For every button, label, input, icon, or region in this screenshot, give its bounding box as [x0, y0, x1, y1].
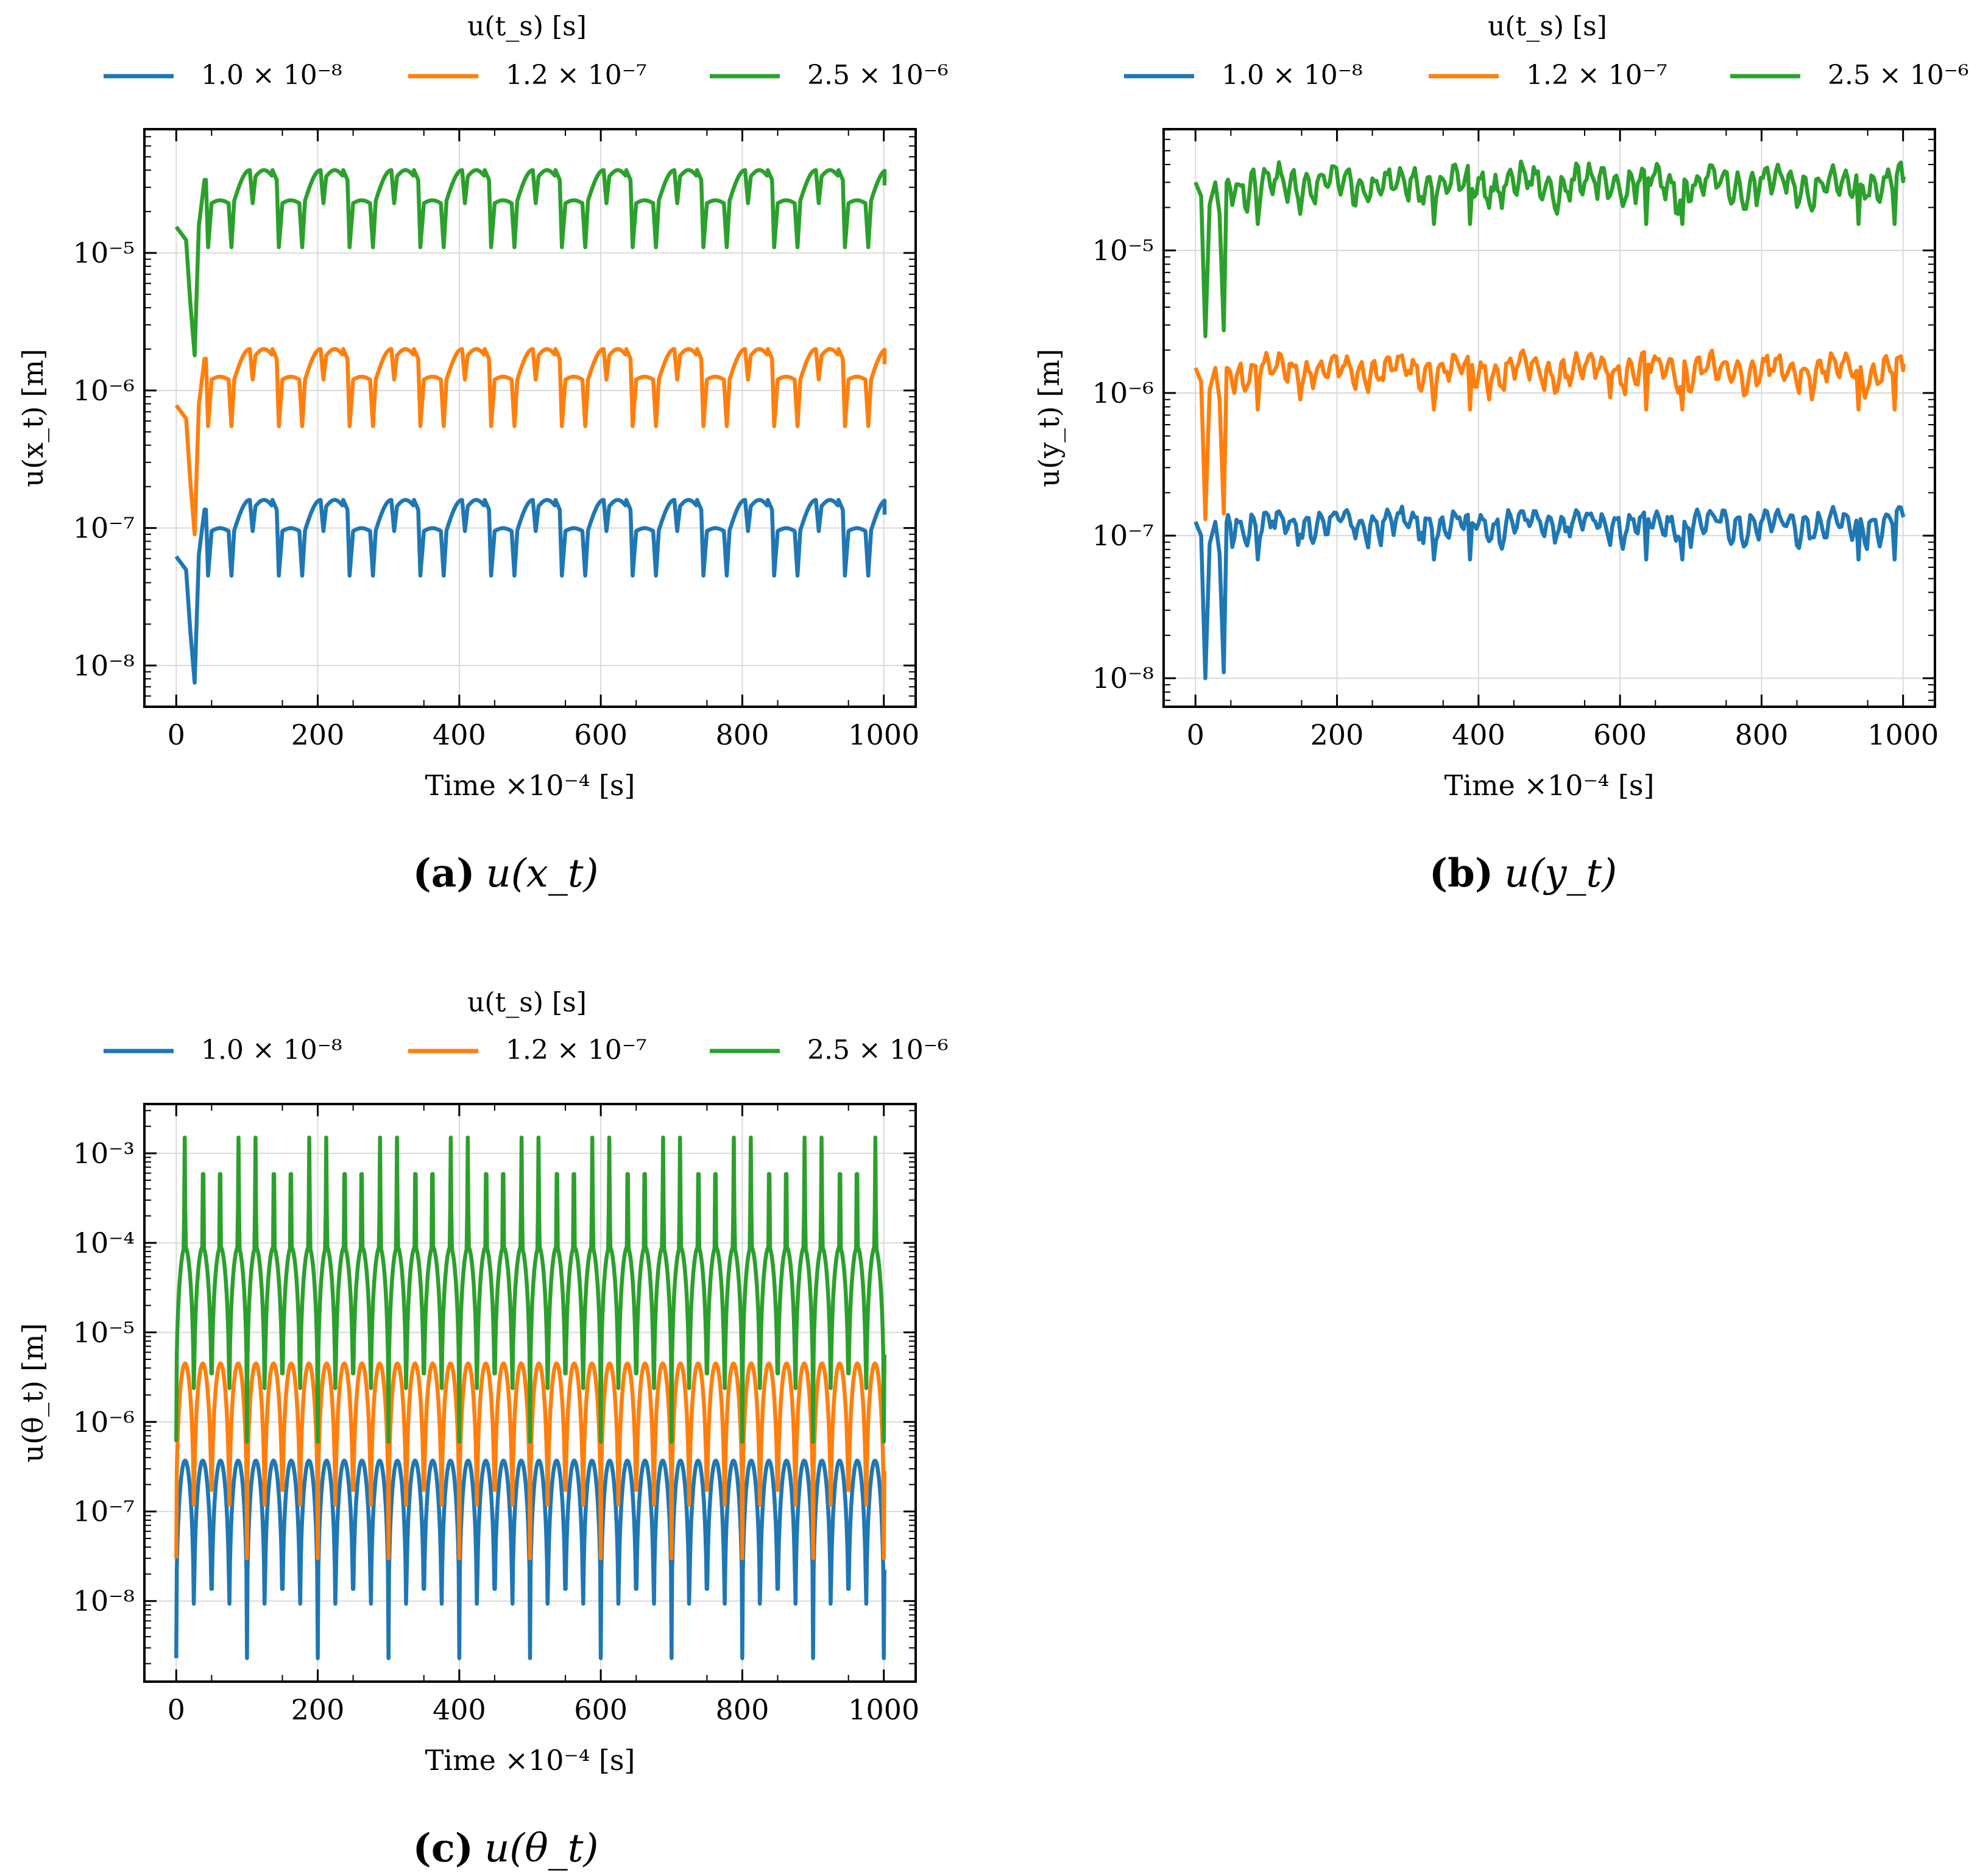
- xtick-label: 800: [716, 1693, 769, 1726]
- legend-c: u(t_s) [s] 1.0 × 10⁻⁸ 1.2 × 10⁻⁷ 2.5 × 1…: [104, 987, 949, 1066]
- xtick-label: 1000: [1867, 718, 1939, 751]
- ticks-b: 0 200 400 600 800 1000 10⁻⁸ 10⁻⁷ 10⁻⁶ 10⁻⁵: [1092, 129, 1939, 751]
- caption-label-a: (a): [413, 851, 475, 896]
- series-line-c-1: [174, 1361, 886, 1560]
- ytick-label: 10⁻⁸: [73, 649, 135, 682]
- caption-label-c: (c): [413, 1825, 474, 1871]
- legend-title-b: u(t_s) [s]: [1488, 11, 1607, 42]
- legend-b: u(t_s) [s] 1.0 × 10⁻⁸ 1.2 × 10⁻⁷ 2.5 × 1…: [1124, 11, 1969, 91]
- ytick-label: 10⁻⁶: [73, 374, 135, 407]
- panel-c-utheta: u(t_s) [s] 1.0 × 10⁻⁸ 1.2 × 10⁻⁷ 2.5 × 1…: [16, 987, 949, 1871]
- legend-entry-b-1: 1.2 × 10⁻⁷: [1526, 60, 1667, 91]
- series-line-c-0: [174, 1458, 886, 1660]
- ytick-label: 10⁻⁴: [73, 1226, 135, 1259]
- xtick-label: 200: [1310, 718, 1364, 751]
- xtick-label: 400: [1452, 718, 1505, 751]
- series-line-c-2: [174, 1135, 886, 1444]
- series-line-b-0: [1193, 504, 1906, 681]
- caption-c: (c) u(θ_t): [413, 1825, 599, 1871]
- legend-title-c: u(t_s) [s]: [467, 987, 587, 1018]
- ytick-label: 10⁻⁵: [1092, 234, 1154, 267]
- panel-a-ux: u(t_s) [s] 1.0 × 10⁻⁸ 1.2 × 10⁻⁷ 2.5 × 1…: [16, 11, 949, 896]
- caption-text-a: u(x_t): [486, 851, 599, 896]
- xtick-label: 200: [291, 718, 345, 751]
- xtick-label: 800: [716, 718, 769, 751]
- legend-entry-b-0: 1.0 × 10⁻⁸: [1222, 60, 1363, 91]
- plot-area-c: 0 200 400 600 800 1000 10⁻⁸ 10⁻⁷ 10⁻⁶ 10⁻⁵ 10⁻⁴ 10⁻…: [73, 1103, 919, 1726]
- xtick-label: 1000: [848, 1693, 919, 1726]
- caption-text-c: u(θ_t): [484, 1826, 598, 1871]
- legend-a: u(t_s) [s] 1.0 × 10⁻⁸ 1.2 × 10⁻⁷ 2.5 × 1…: [104, 11, 949, 91]
- xtick-label: 400: [433, 718, 486, 751]
- ytick-label: 10⁻⁷: [73, 1495, 135, 1528]
- ylabel-a: u(x_t) [m]: [16, 349, 49, 487]
- plot-area-a: 0 200 400 600 800 1000 10⁻⁸ 10⁻⁷ 10⁻⁶ 10⁻⁵: [73, 128, 919, 751]
- xtick-label: 600: [1593, 718, 1647, 751]
- caption-label-b: (b): [1429, 851, 1493, 896]
- axes-frame-b: [1162, 128, 1936, 708]
- ytick-label: 10⁻⁸: [73, 1585, 135, 1618]
- ytick-label: 10⁻⁵: [73, 236, 135, 269]
- series-line-b-1: [1193, 348, 1906, 522]
- panel-b-uy: u(t_s) [s] 1.0 × 10⁻⁸ 1.2 × 10⁻⁷ 2.5 × 1…: [1033, 11, 1969, 896]
- series-line-a-2: [174, 168, 887, 358]
- legend-title-a: u(t_s) [s]: [467, 11, 587, 42]
- xtick-label: 600: [574, 1693, 628, 1726]
- series-lines-b: [1193, 159, 1906, 681]
- ticks-a: 0 200 400 600 800 1000 10⁻⁸ 10⁻⁷ 10⁻⁶ 10⁻⁵: [73, 129, 919, 751]
- ytick-label: 10⁻³: [73, 1137, 135, 1170]
- xtick-label: 400: [433, 1693, 486, 1726]
- xtick-label: 1000: [848, 718, 919, 751]
- xtick-label: 200: [291, 1693, 345, 1726]
- caption-a: (a) u(x_t): [413, 851, 599, 896]
- xtick-label: 0: [1187, 718, 1204, 751]
- ylabel-c: u(θ_t) [m]: [16, 1323, 49, 1463]
- legend-entry-a-2: 2.5 × 10⁻⁶: [807, 60, 949, 91]
- ytick-label: 10⁻⁷: [73, 512, 135, 545]
- ylabel-b: u(y_t) [m]: [1033, 349, 1066, 487]
- xtick-label: 600: [574, 718, 628, 751]
- xlabel-a: Time ×10⁻⁴ [s]: [425, 769, 635, 802]
- caption-text-b: u(y_t): [1504, 851, 1617, 896]
- gridlines-b: [1164, 129, 1935, 707]
- caption-b: (b) u(y_t): [1429, 851, 1617, 896]
- xlabel-c: Time ×10⁻⁴ [s]: [425, 1744, 635, 1777]
- legend-entry-b-2: 2.5 × 10⁻⁶: [1828, 60, 1969, 91]
- series-line-a-0: [174, 498, 887, 685]
- ytick-label: 10⁻⁶: [73, 1406, 135, 1439]
- legend-entry-a-0: 1.0 × 10⁻⁸: [201, 60, 342, 91]
- legend-entry-a-1: 1.2 × 10⁻⁷: [506, 60, 647, 91]
- ytick-label: 10⁻⁷: [1092, 519, 1154, 552]
- series-line-a-1: [174, 347, 887, 537]
- ytick-label: 10⁻⁸: [1092, 662, 1154, 695]
- xtick-label: 0: [168, 1693, 185, 1726]
- xtick-label: 0: [168, 718, 185, 751]
- series-lines-a: [174, 168, 887, 685]
- ytick-label: 10⁻⁵: [73, 1316, 135, 1349]
- xlabel-b: Time ×10⁻⁴ [s]: [1444, 769, 1655, 802]
- gridlines-a: [144, 129, 916, 707]
- plot-area-b: 0 200 400 600 800 1000 10⁻⁸ 10⁻⁷ 10⁻⁶ 10⁻⁵: [1092, 128, 1939, 751]
- series-lines-c: [174, 1135, 886, 1660]
- series-line-b-2: [1193, 159, 1906, 339]
- axes-frame-a: [143, 128, 917, 708]
- legend-entry-c-0: 1.0 × 10⁻⁸: [201, 1035, 342, 1066]
- ticks-c: 0 200 400 600 800 1000 10⁻⁸ 10⁻⁷ 10⁻⁶ 10⁻⁵ 10⁻⁴ 10⁻…: [73, 1104, 919, 1726]
- ytick-label: 10⁻⁶: [1092, 377, 1154, 409]
- legend-entry-c-2: 2.5 × 10⁻⁶: [807, 1035, 949, 1066]
- xtick-label: 800: [1735, 718, 1789, 751]
- axes-frame-c: [143, 1103, 917, 1683]
- legend-entry-c-1: 1.2 × 10⁻⁷: [506, 1035, 647, 1066]
